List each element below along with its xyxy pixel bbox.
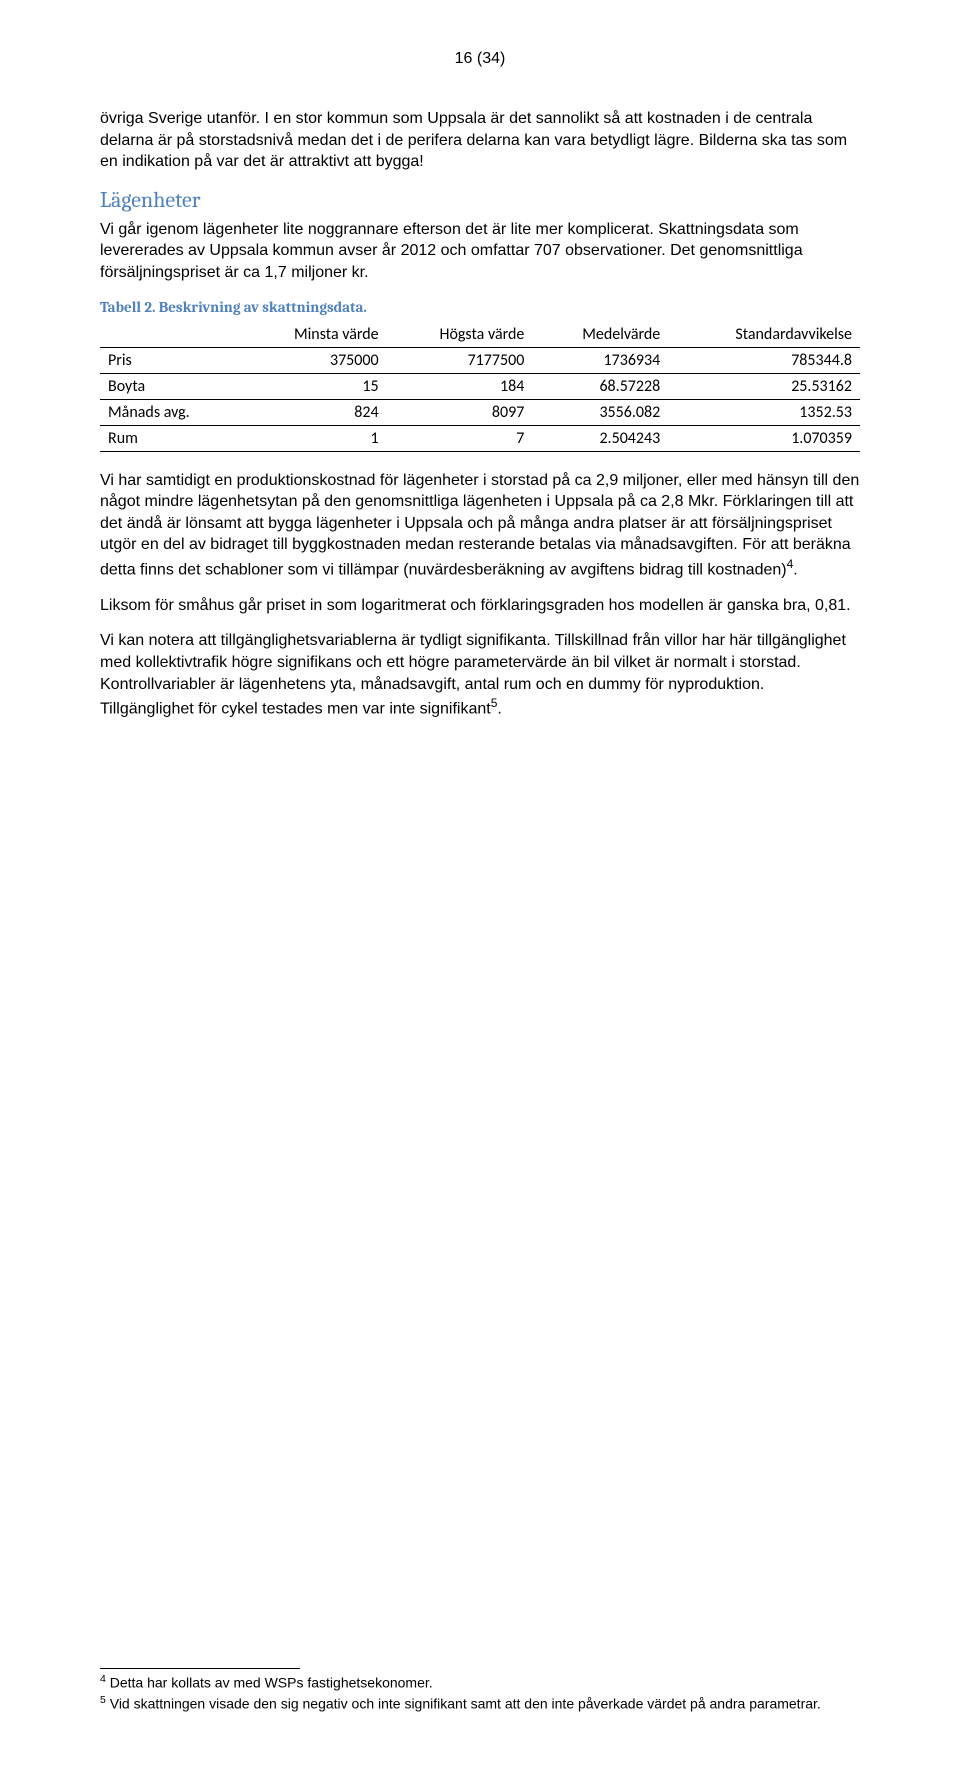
paragraph-intro: övriga Sverige utanför. I en stor kommun… bbox=[100, 108, 860, 173]
table-cell: 25.53162 bbox=[668, 373, 860, 399]
table-cell: 1.070359 bbox=[668, 425, 860, 451]
table-cell: 7 bbox=[387, 425, 533, 451]
table-cell: 68.57228 bbox=[532, 373, 668, 399]
footnote-separator bbox=[100, 1668, 300, 1669]
table-cell: Boyta bbox=[100, 373, 241, 399]
table-cell: 15 bbox=[241, 373, 386, 399]
paragraph-3-tail: . bbox=[793, 561, 797, 578]
paragraph-5: Vi kan notera att tillgänglighetsvariabl… bbox=[100, 630, 860, 720]
table-cell: 824 bbox=[241, 399, 386, 425]
footnote-5-text: Vid skattningen visade den sig negativ o… bbox=[106, 1696, 821, 1712]
paragraph-5-tail: . bbox=[497, 701, 501, 718]
col-header: Minsta värde bbox=[241, 322, 386, 348]
table-row: Boyta 15 184 68.57228 25.53162 bbox=[100, 373, 860, 399]
col-header: Högsta värde bbox=[387, 322, 533, 348]
paragraph-5-text: Vi kan notera att tillgänglighetsvariabl… bbox=[100, 632, 846, 717]
table-cell: 3556.082 bbox=[532, 399, 668, 425]
table-cell: Pris bbox=[100, 347, 241, 373]
table-row: Månads avg. 824 8097 3556.082 1352.53 bbox=[100, 399, 860, 425]
table-row: Rum 1 7 2.504243 1.070359 bbox=[100, 425, 860, 451]
paragraph-4: Liksom för småhus går priset in som loga… bbox=[100, 595, 860, 617]
paragraph-3: Vi har samtidigt en produktionskostnad f… bbox=[100, 470, 860, 581]
table-cell: 8097 bbox=[387, 399, 533, 425]
section-heading-lagenheter: Lägenheter bbox=[100, 187, 860, 213]
table-caption: Tabell 2. Beskrivning av skattningsdata. bbox=[100, 298, 860, 316]
table-cell: 375000 bbox=[241, 347, 386, 373]
footnotes-block: 4 Detta har kollats av med WSPs fastighe… bbox=[100, 1668, 860, 1715]
table-cell: 1 bbox=[241, 425, 386, 451]
stats-table: Minsta värde Högsta värde Medelvärde Sta… bbox=[100, 322, 860, 452]
col-header: Standardavvikelse bbox=[668, 322, 860, 348]
col-header bbox=[100, 322, 241, 348]
footnote-4-text: Detta har kollats av med WSPs fastighets… bbox=[106, 1675, 433, 1691]
col-header: Medelvärde bbox=[532, 322, 668, 348]
table-cell: 785344.8 bbox=[668, 347, 860, 373]
page-number: 16 (34) bbox=[100, 50, 860, 68]
paragraph-2: Vi går igenom lägenheter lite noggrannar… bbox=[100, 219, 860, 284]
table-cell: 1352.53 bbox=[668, 399, 860, 425]
footnote-5: 5 Vid skattningen visade den sig negativ… bbox=[100, 1694, 860, 1713]
footnote-4: 4 Detta har kollats av med WSPs fastighe… bbox=[100, 1673, 860, 1692]
table-cell: 2.504243 bbox=[532, 425, 668, 451]
paragraph-3-text: Vi har samtidigt en produktionskostnad f… bbox=[100, 472, 859, 579]
table-cell: 184 bbox=[387, 373, 533, 399]
table-cell: Månads avg. bbox=[100, 399, 241, 425]
table-header-row: Minsta värde Högsta värde Medelvärde Sta… bbox=[100, 322, 860, 348]
table-row: Pris 375000 7177500 1736934 785344.8 bbox=[100, 347, 860, 373]
table-cell: 7177500 bbox=[387, 347, 533, 373]
table-cell: 1736934 bbox=[532, 347, 668, 373]
page-container: 16 (34) övriga Sverige utanför. I en sto… bbox=[0, 0, 960, 1775]
table-cell: Rum bbox=[100, 425, 241, 451]
